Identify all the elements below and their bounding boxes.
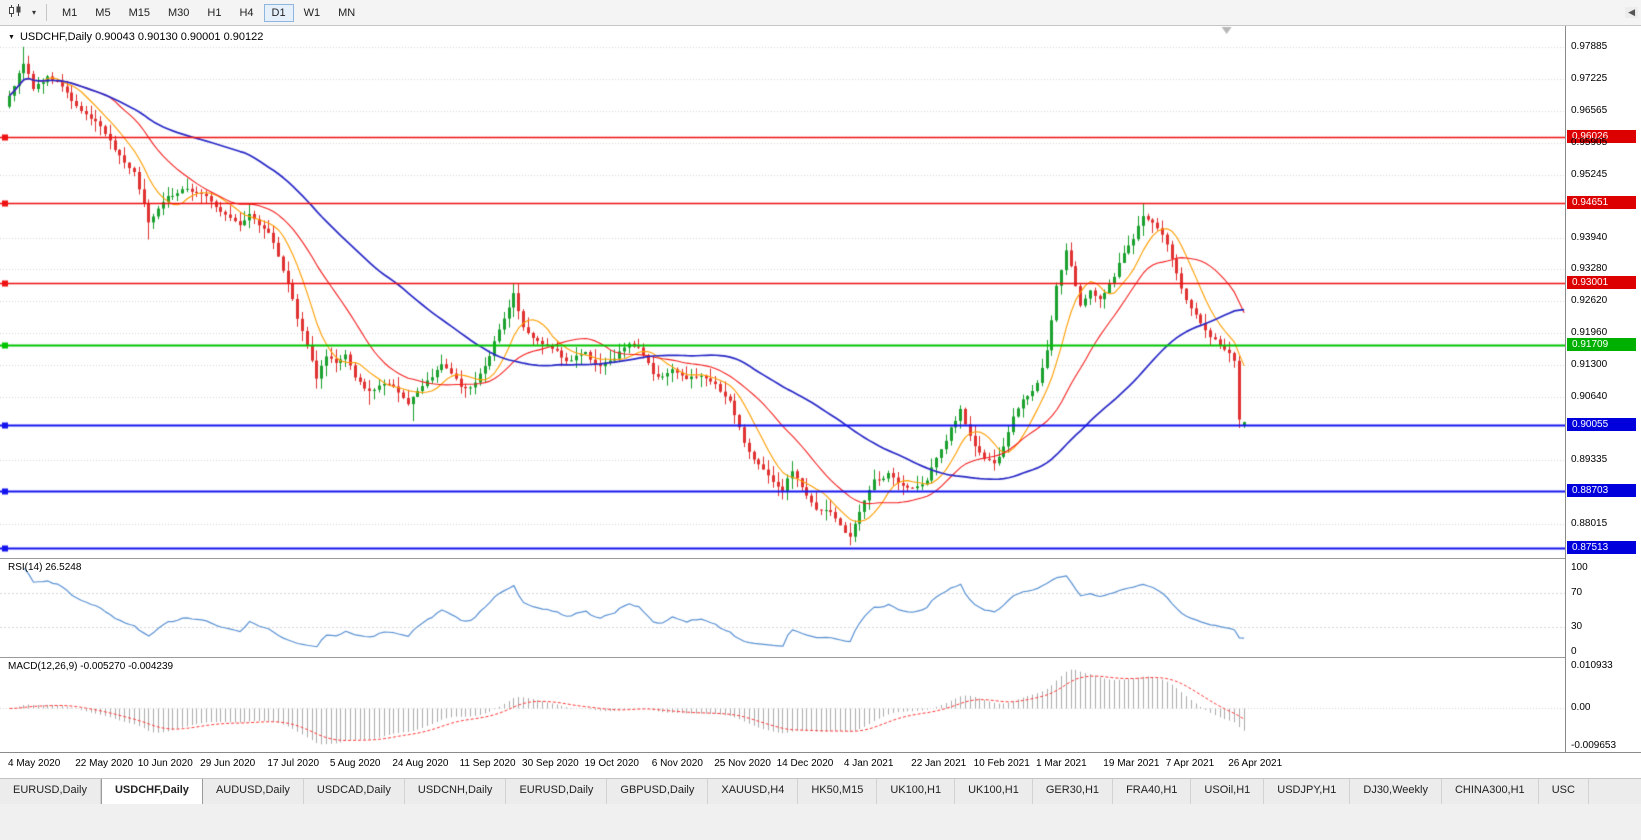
date-axis-label: 22 May 2020 <box>75 758 134 769</box>
date-axis-label: 24 Aug 2020 <box>392 758 449 769</box>
toolbar-separator <box>46 4 48 21</box>
chart-title: ▼ USDCHF,Daily 0.90043 0.90130 0.90001 0… <box>8 31 263 43</box>
price-axis-label: 0.89335 <box>1571 454 1608 466</box>
price-axis-label: 0.92620 <box>1571 295 1608 307</box>
timeframe-m15-button[interactable]: M15 <box>121 4 158 22</box>
chart-tab-audusd-daily[interactable]: AUDUSD,Daily <box>203 779 304 804</box>
timeframe-m5-button[interactable]: M5 <box>87 4 118 22</box>
status-strip <box>0 804 1641 840</box>
price-axis-label: 0.97225 <box>1571 72 1608 84</box>
toolbar: ▾ M1 M5 M15 M30 H1 H4 D1 W1 MN <box>0 0 1641 26</box>
date-axis-label: 10 Jun 2020 <box>137 758 193 769</box>
chart-tab-dj30-weekly[interactable]: DJ30,Weekly <box>1350 779 1442 804</box>
chart-tab-fra40-h1[interactable]: FRA40,H1 <box>1113 779 1192 804</box>
date-axis-label: 29 Jun 2020 <box>200 758 256 769</box>
date-axis[interactable]: 4 May 2020 22 May 2020 10 Jun 2020 29 Jun 2… <box>0 752 1641 778</box>
date-axis-label: 7 Apr 2021 <box>1165 758 1215 769</box>
chart-type-button[interactable] <box>4 3 28 23</box>
timeframe-m30-button[interactable]: M30 <box>160 4 197 22</box>
chart-tab-usoil-h1[interactable]: USOil,H1 <box>1191 779 1265 804</box>
macd-axis-label: 0.00 <box>1571 702 1591 714</box>
price-line-badge: 0.88703 <box>1567 483 1636 497</box>
date-axis-label: 19 Mar 2021 <box>1103 758 1160 769</box>
date-axis-label: 25 Nov 2020 <box>714 758 771 769</box>
timeframe-d1-button[interactable]: D1 <box>263 3 294 22</box>
rsi-axis-label: 0 <box>1571 646 1577 657</box>
macd-axis-label: -0.009653 <box>1571 740 1617 751</box>
collapse-triangle-icon[interactable]: ▼ <box>8 33 15 41</box>
chart-tab-usc[interactable]: USC <box>1539 779 1589 804</box>
macd-axis-label: 0.010933 <box>1571 660 1613 671</box>
rsi-axis-label: 70 <box>1571 587 1583 599</box>
date-axis-label: 4 Jan 2021 <box>843 758 894 769</box>
chart-tab-uk100-h1[interactable]: UK100,H1 <box>877 779 956 804</box>
chart-tab-ger30-h1[interactable]: GER30,H1 <box>1033 779 1114 804</box>
chart-tab-usdjpy-h1[interactable]: USDJPY,H1 <box>1264 779 1351 804</box>
timeframe-mn-button[interactable]: MN <box>330 4 363 22</box>
timeframe-m1-button[interactable]: M1 <box>54 4 85 22</box>
date-axis-label: 4 May 2020 <box>8 758 61 769</box>
date-axis-label: 5 Aug 2020 <box>329 758 381 769</box>
macd-indicator-pane[interactable] <box>0 658 1565 752</box>
chart-tab-eurusd-daily[interactable]: EURUSD,Daily <box>0 779 101 804</box>
main-price-chart[interactable] <box>0 26 1565 558</box>
date-axis-label: 22 Jan 2021 <box>911 758 967 769</box>
price-axis-label: 0.88015 <box>1571 517 1608 529</box>
price-line-badge: 0.91709 <box>1567 338 1636 352</box>
price-axis-label: 0.97885 <box>1571 41 1608 52</box>
chart-tab-china300-h1[interactable]: CHINA300,H1 <box>1442 779 1539 804</box>
chart-tab-gbpusd-daily[interactable]: GBPUSD,Daily <box>607 779 709 804</box>
rsi-axis-label: 30 <box>1571 620 1583 632</box>
timeframe-h4-button[interactable]: H4 <box>231 4 261 22</box>
price-axis-label: 0.96565 <box>1571 104 1608 116</box>
rsi-indicator-pane[interactable] <box>0 559 1565 657</box>
date-axis-label: 10 Feb 2021 <box>973 758 1030 769</box>
chart-tab-xauusd-h4[interactable]: XAUUSD,H4 <box>708 779 799 804</box>
chart-title-text: USDCHF,Daily 0.90043 0.90130 0.90001 0.9… <box>19 31 264 43</box>
date-axis-label: 17 Jul 2020 <box>267 758 320 769</box>
rsi-axis-label: 100 <box>1571 562 1588 573</box>
chart-tab-eurusd-daily[interactable]: EURUSD,Daily <box>506 779 608 804</box>
chart-type-dropdown-icon[interactable]: ▾ <box>28 3 40 23</box>
price-line-badge: 0.93001 <box>1567 275 1636 289</box>
chart-tab-usdcnh-daily[interactable]: USDCNH,Daily <box>405 779 507 804</box>
price-line-badge: 0.94651 <box>1567 196 1636 210</box>
date-axis-label: 6 Nov 2020 <box>651 758 703 769</box>
chart-tab-usdchf-daily[interactable]: USDCHF,Daily <box>100 779 203 804</box>
pane-splitter[interactable] <box>0 657 1641 658</box>
rsi-indicator-label: RSI(14) 26.5248 <box>8 562 82 573</box>
price-axis-label: 0.93940 <box>1571 231 1608 243</box>
date-axis-label: 14 Dec 2020 <box>776 758 834 769</box>
date-axis-label: 1 Mar 2021 <box>1036 758 1087 769</box>
chart-tab-usdcad-daily[interactable]: USDCAD,Daily <box>304 779 405 804</box>
timeframe-group: M1 M5 M15 M30 H1 H4 D1 W1 MN <box>53 3 364 22</box>
date-axis-label: 11 Sep 2020 <box>459 758 516 769</box>
pane-splitter[interactable] <box>0 558 1641 559</box>
timeframe-w1-button[interactable]: W1 <box>296 4 329 22</box>
date-axis-label: 26 Apr 2021 <box>1228 758 1283 769</box>
price-axis-label: 0.91960 <box>1571 327 1608 339</box>
price-axis-label: 0.93280 <box>1571 263 1608 275</box>
price-axis-label: 0.95245 <box>1571 168 1608 180</box>
timeframe-h1-button[interactable]: H1 <box>199 4 229 22</box>
price-line-badge: 0.87513 <box>1567 541 1636 555</box>
candlestick-chart-icon <box>8 4 24 21</box>
price-axis-label: 0.91300 <box>1571 359 1608 371</box>
price-axis-label: 0.95905 <box>1571 136 1608 148</box>
price-line-badge: 0.90055 <box>1567 418 1636 432</box>
macd-indicator-label: MACD(12,26,9) -0.005270 -0.004239 <box>8 661 174 672</box>
price-axis-label: 0.90640 <box>1571 391 1608 403</box>
date-axis-label: 19 Oct 2020 <box>584 758 639 769</box>
chart-tabbar: EURUSD,Daily USDCHF,Daily AUDUSD,Daily USDC… <box>0 778 1641 804</box>
date-axis-label: 30 Sep 2020 <box>522 758 579 769</box>
price-axis[interactable]: 0.97885 0.97225 0.96565 0.96026 0.95905 0.952… <box>1565 26 1641 752</box>
price-line-badge: 0.96026 <box>1567 129 1636 143</box>
chart-tab-hk50-m15[interactable]: HK50,M15 <box>798 779 878 804</box>
chart-tab-uk100-h1[interactable]: UK100,H1 <box>955 779 1033 804</box>
tab-scroll-left-button[interactable]: ◀ <box>1625 7 1638 18</box>
